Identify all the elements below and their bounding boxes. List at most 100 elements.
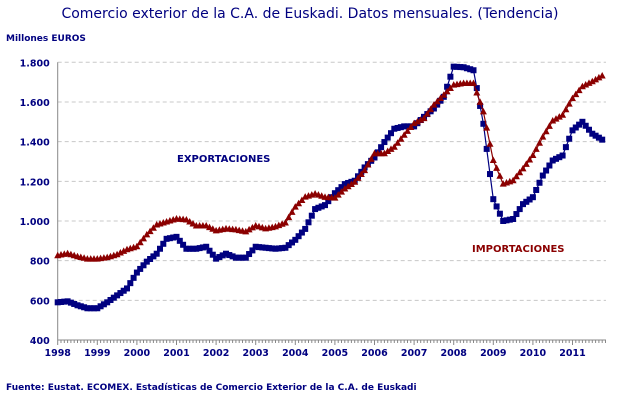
- data-point-exportaciones: [543, 167, 550, 174]
- data-point-exportaciones: [58, 298, 64, 305]
- data-point-exportaciones: [391, 125, 398, 132]
- data-point-exportaciones: [94, 305, 101, 312]
- data-point-exportaciones: [487, 171, 493, 178]
- data-point-exportaciones: [506, 216, 513, 223]
- data-point-exportaciones: [269, 245, 276, 252]
- data-point-exportaciones: [54, 299, 61, 306]
- data-point-exportaciones: [549, 157, 556, 164]
- data-point-exportaciones: [503, 217, 510, 224]
- data-point-exportaciones: [91, 305, 97, 312]
- data-point-importaciones: [407, 123, 415, 130]
- data-point-importaciones: [140, 234, 147, 242]
- data-point-importaciones: [291, 203, 299, 210]
- x-tick-label: 2006: [361, 348, 388, 359]
- data-point-importaciones: [116, 249, 124, 256]
- source-note: Fuente: Eustat. ECOMEX. Estadísticas de …: [6, 383, 417, 393]
- data-point-exportaciones: [592, 132, 599, 139]
- data-point-exportaciones: [447, 73, 454, 80]
- data-point-exportaciones: [229, 253, 236, 260]
- data-point-exportaciones: [226, 252, 233, 259]
- data-point-exportaciones: [137, 265, 144, 272]
- y-tick-label: 400: [30, 336, 50, 347]
- data-point-importaciones: [473, 88, 481, 96]
- data-point-exportaciones: [157, 245, 163, 252]
- data-point-exportaciones: [107, 296, 114, 303]
- data-point-exportaciones: [143, 258, 150, 265]
- data-point-importaciones: [384, 147, 392, 155]
- data-point-exportaciones: [463, 65, 470, 72]
- data-point-importaciones: [113, 250, 121, 258]
- data-point-exportaciones: [147, 256, 154, 263]
- data-point-importaciones: [347, 180, 355, 188]
- data-point-exportaciones: [232, 254, 239, 261]
- data-point-exportaciones: [454, 63, 460, 70]
- data-point-importaciones: [565, 100, 573, 107]
- data-point-importaciones: [295, 199, 303, 207]
- data-point-importaciones: [410, 119, 418, 127]
- data-point-exportaciones: [430, 105, 437, 112]
- data-point-importaciones: [440, 91, 448, 98]
- y-tick-label: 800: [30, 257, 50, 268]
- data-point-importaciones: [470, 79, 477, 87]
- data-point-exportaciones: [193, 245, 200, 252]
- data-point-exportaciones: [265, 245, 272, 252]
- data-point-importaciones: [433, 97, 441, 105]
- data-point-exportaciones: [556, 154, 563, 161]
- data-point-importaciones: [539, 133, 547, 140]
- data-point-exportaciones: [140, 262, 147, 269]
- data-point-importaciones: [437, 94, 444, 102]
- data-point-importaciones: [519, 164, 527, 172]
- data-point-exportaciones: [470, 67, 477, 74]
- data-point-exportaciones: [77, 303, 84, 310]
- y-axis-label: Millones EUROS: [6, 34, 86, 44]
- y-tick-label: 1.600: [20, 98, 50, 109]
- data-point-exportaciones: [285, 242, 292, 249]
- data-point-exportaciones: [582, 122, 589, 129]
- data-point-exportaciones: [117, 290, 124, 297]
- data-point-exportaciones: [569, 127, 576, 134]
- y-tick-label: 1.200: [20, 177, 50, 188]
- data-point-importaciones: [404, 127, 411, 134]
- data-point-importaciones: [572, 90, 580, 98]
- data-point-importaciones: [427, 105, 435, 113]
- data-point-exportaciones: [599, 136, 606, 143]
- data-point-importaciones: [397, 135, 405, 142]
- data-point-importaciones: [423, 110, 431, 117]
- data-point-exportaciones: [533, 186, 540, 193]
- data-point-exportaciones: [444, 83, 451, 90]
- data-point-importaciones: [367, 155, 375, 162]
- data-point-importaciones: [417, 116, 425, 123]
- data-point-exportaciones: [473, 85, 480, 92]
- data-point-exportaciones: [170, 234, 177, 241]
- data-point-exportaciones: [190, 245, 196, 252]
- x-tick-label: 2009: [480, 348, 506, 359]
- data-point-exportaciones: [404, 123, 411, 130]
- data-point-exportaciones: [384, 134, 391, 141]
- data-point-exportaciones: [589, 130, 596, 137]
- data-point-importaciones: [529, 151, 537, 159]
- data-point-importaciones: [351, 178, 359, 185]
- data-point-exportaciones: [246, 251, 253, 258]
- data-point-importaciones: [585, 79, 593, 86]
- data-point-exportaciones: [579, 118, 586, 125]
- data-point-exportaciones: [513, 211, 520, 218]
- data-point-importaciones: [569, 94, 576, 102]
- data-point-exportaciones: [216, 254, 223, 261]
- data-point-exportaciones: [536, 179, 543, 186]
- x-tick-label: 2007: [401, 348, 427, 359]
- data-point-exportaciones: [252, 243, 259, 250]
- data-point-exportaciones: [378, 144, 385, 151]
- series-line-importaciones: [57, 75, 603, 260]
- data-point-importaciones: [545, 122, 553, 129]
- data-point-importaciones: [509, 176, 517, 184]
- data-point-exportaciones: [153, 250, 160, 257]
- data-point-exportaciones: [196, 245, 203, 252]
- data-point-importaciones: [516, 168, 524, 176]
- series-label-exportaciones: EXPORTACIONES: [177, 154, 270, 165]
- data-point-exportaciones: [467, 66, 474, 73]
- data-point-exportaciones: [219, 252, 226, 259]
- data-point-exportaciones: [394, 124, 401, 131]
- data-point-importaciones: [575, 86, 583, 94]
